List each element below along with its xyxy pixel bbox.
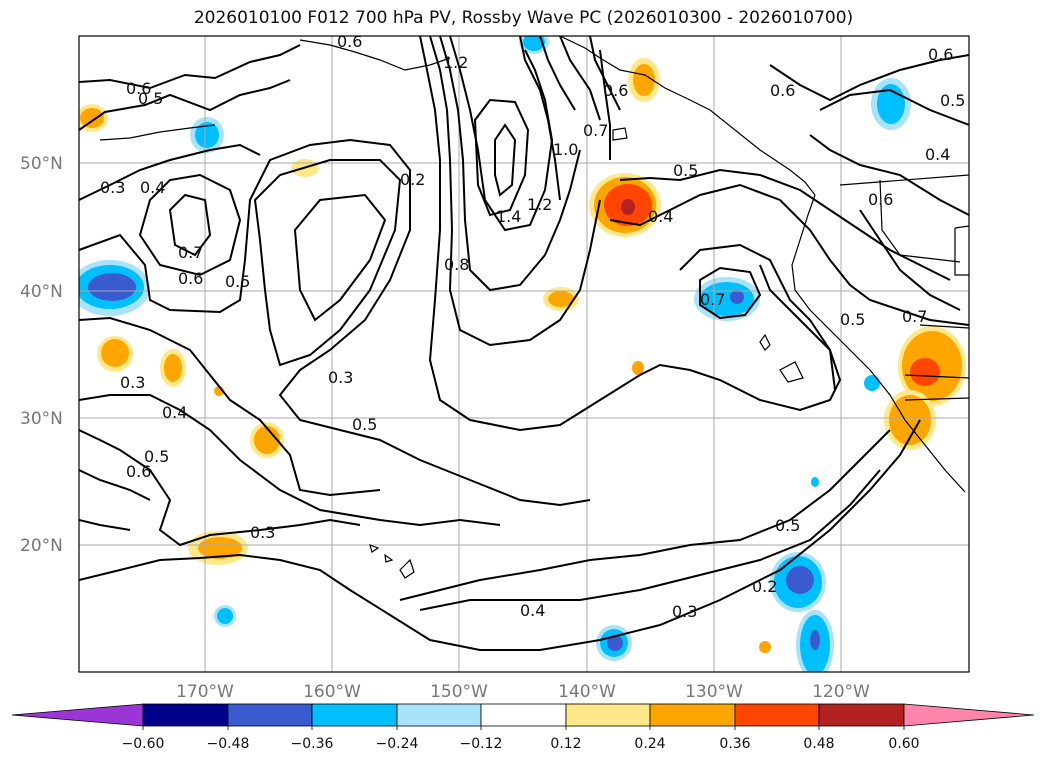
contour-label: 0.7 (700, 290, 725, 309)
coastlines (99, 36, 969, 579)
contour-label: 0.3 (328, 368, 353, 387)
contour-label: 0.3 (120, 373, 145, 392)
contour-label: 0.2 (752, 577, 777, 596)
lat-label: 40°N (20, 282, 63, 302)
colorbar-ticks: −0.60 −0.48 −0.36 −0.24 −0.12 0.12 0.24 … (122, 736, 920, 752)
contour-label: 1.2 (443, 53, 468, 72)
colorbar-tick-label: 0.36 (719, 736, 750, 752)
contour-label: 0.6 (178, 269, 203, 288)
colorbar-segment (565, 703, 651, 727)
contour-label: 0.6 (126, 79, 151, 98)
contour-label: 0.5 (144, 447, 169, 466)
contour-label: 0.3 (672, 602, 697, 621)
map-area: 0.6 0.5 0.3 0.4 0.7 0.6 0.5 1.2 0.2 0.8 … (79, 32, 969, 672)
contour-label: 0.4 (648, 207, 673, 226)
colorbar-tick-label: 0.60 (888, 736, 919, 752)
colorbar-segment (227, 703, 313, 727)
colorbar-tick-label: −0.12 (460, 736, 503, 752)
colorbar-tick-label: −0.36 (291, 736, 334, 752)
contour-label: 1.0 (553, 140, 578, 159)
contour-label: 0.6 (868, 190, 893, 209)
contour-label: 0.5 (352, 415, 377, 434)
colorbar-segment (311, 703, 398, 727)
colorbar-segment (480, 703, 567, 727)
contour-label: 0.6 (770, 81, 795, 100)
contour-label: 0.7 (178, 243, 203, 262)
contour-label: 0.5 (840, 310, 865, 329)
longitude-labels: 170°W 160°W 150°W 140°W 130°W 120°W (176, 682, 870, 702)
contour-label: 0.5 (138, 89, 163, 108)
contour-label: 0.5 (673, 161, 698, 180)
contour-label: 0.5 (940, 91, 965, 110)
contour-label: 0.8 (444, 255, 469, 274)
colorbar-segment (818, 703, 905, 727)
pv-contours (79, 36, 969, 651)
map-frame (78, 35, 970, 673)
contour-label: 1.2 (527, 195, 552, 214)
contour-label: 0.3 (250, 523, 275, 542)
colorbar-segment (396, 703, 482, 727)
lon-label: 130°W (685, 682, 743, 702)
colorbar-tick-label: −0.60 (122, 736, 165, 752)
latitude-labels: 50°N 40°N 30°N 20°N (20, 154, 63, 556)
contour-label: 0.4 (162, 403, 187, 422)
colorbar-tick-label: −0.24 (376, 736, 419, 752)
colorbar-extend-high (903, 703, 1035, 727)
colorbar-extend-low (11, 703, 144, 727)
contour-label: 0.6 (603, 81, 628, 100)
lon-label: 120°W (812, 682, 870, 702)
lon-label: 170°W (176, 682, 234, 702)
contour-label: 0.3 (100, 178, 125, 197)
lon-label: 140°W (558, 682, 616, 702)
contour-label: 0.7 (583, 121, 608, 140)
lon-label: 150°W (430, 682, 488, 702)
lat-label: 50°N (20, 154, 63, 174)
lat-label: 30°N (20, 409, 63, 429)
contour-label: 0.5 (775, 516, 800, 535)
graticule (79, 36, 969, 672)
contour-label: 0.2 (400, 170, 425, 189)
contour-label: 0.7 (902, 307, 927, 326)
contour-label: 0.6 (337, 32, 362, 51)
map-title: 2026010100 F012 700 hPa PV, Rossby Wave … (193, 8, 854, 28)
colorbar-tick-label: −0.48 (207, 736, 250, 752)
lon-label: 160°W (303, 682, 361, 702)
colorbar-segment (142, 703, 229, 727)
contour-label: 1.4 (496, 207, 521, 226)
colorbar-tick-label: 0.24 (634, 736, 665, 752)
contour-label: 0.4 (520, 601, 545, 620)
contour-label: 0.6 (126, 462, 151, 481)
contour-label: 0.6 (928, 45, 953, 64)
colorbar (11, 703, 1035, 730)
contour-label: 0.5 (225, 272, 250, 291)
contour-label: 0.4 (925, 145, 950, 164)
colorbar-segment (734, 703, 820, 727)
contour-label: 0.4 (140, 178, 165, 197)
colorbar-segment (649, 703, 736, 727)
colorbar-tick-label: 0.12 (550, 736, 581, 752)
contour-labels: 0.6 0.5 0.3 0.4 0.7 0.6 0.5 1.2 0.2 0.8 … (100, 32, 965, 621)
colorbar-tick-label: 0.48 (803, 736, 834, 752)
lat-label: 20°N (20, 536, 63, 556)
